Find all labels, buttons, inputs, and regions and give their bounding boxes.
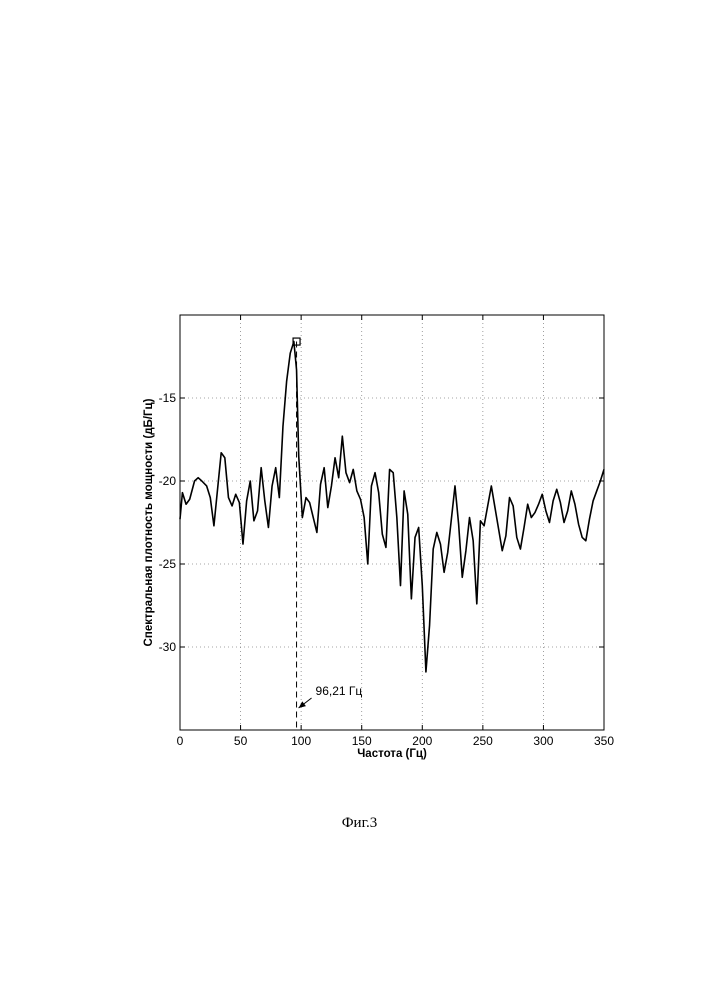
x-tick-label: 0 — [177, 734, 184, 748]
plot-area-frame — [180, 315, 604, 730]
x-tick-label: 350 — [594, 734, 614, 748]
y-tick-label: -30 — [159, 640, 177, 654]
annotation-arrowhead — [299, 701, 306, 708]
y-tick-label: -25 — [159, 557, 177, 571]
x-tick-label: 300 — [533, 734, 553, 748]
x-tick-label: 100 — [291, 734, 311, 748]
peak-annotation-label: 96,21 Гц — [316, 684, 363, 698]
figure-caption: Фиг.3 — [0, 815, 719, 832]
y-axis-label: Спектральная плотность мощности (дБ/Гц) — [143, 398, 155, 646]
tick-labels: 0 50 100 150 200 250 300 350 -15 -20 -25 -30 — [159, 391, 615, 748]
y-tick-label: -15 — [159, 391, 177, 405]
y-tick-label: -20 — [159, 474, 177, 488]
spectrum-line — [180, 342, 604, 672]
x-tick-label: 250 — [473, 734, 493, 748]
grid — [180, 315, 604, 730]
x-tick-label: 200 — [412, 734, 432, 748]
axis-ticks — [180, 315, 604, 730]
x-axis-label: Частота (Гц) — [357, 748, 427, 760]
x-tick-label: 50 — [234, 734, 248, 748]
x-tick-label: 150 — [352, 734, 372, 748]
